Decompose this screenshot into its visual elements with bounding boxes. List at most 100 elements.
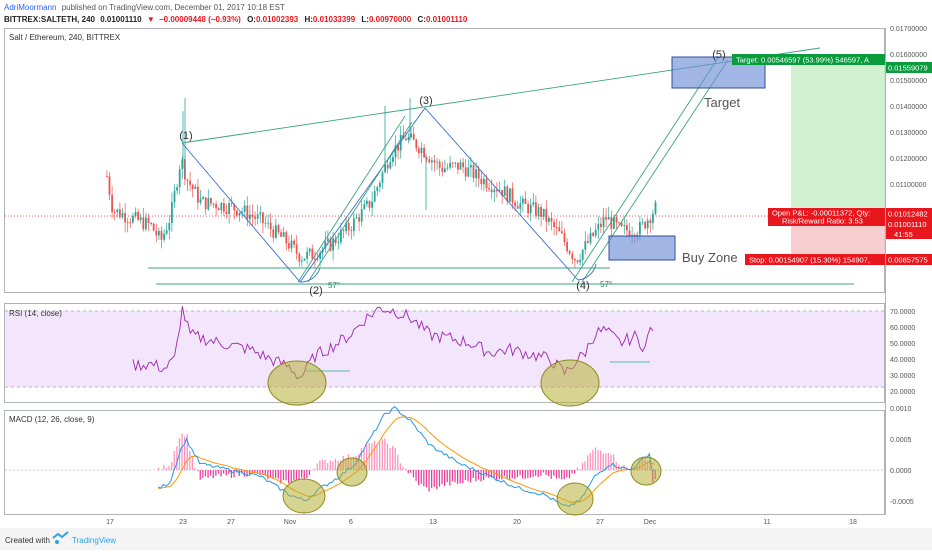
author-link[interactable]: AdriMoormann bbox=[4, 3, 56, 12]
macd-histogram-bar bbox=[330, 460, 331, 470]
candle-body bbox=[514, 203, 516, 207]
candle-body bbox=[639, 222, 641, 235]
macd-histogram-bar bbox=[452, 470, 453, 481]
down-arrow-icon: ▼ bbox=[147, 15, 155, 24]
macd-histogram-bar bbox=[410, 470, 411, 473]
candle-body bbox=[449, 163, 451, 168]
rsi-tick-label: 70.0000 bbox=[890, 309, 915, 316]
macd-histogram-bar bbox=[595, 447, 596, 470]
macd-histogram-bar bbox=[387, 444, 388, 471]
time-tick-label: 27 bbox=[596, 519, 604, 526]
candle-body bbox=[421, 148, 423, 153]
macd-histogram-bar bbox=[556, 470, 557, 479]
candle-body bbox=[410, 134, 412, 137]
candle-body bbox=[582, 250, 584, 260]
open-value: 0.01002393 bbox=[256, 15, 299, 24]
macd-histogram-bar bbox=[457, 470, 458, 484]
candle-body bbox=[207, 198, 209, 209]
macd-histogram-bar bbox=[551, 470, 552, 479]
macd-histogram-bar bbox=[545, 470, 546, 475]
candle-body bbox=[590, 233, 592, 243]
macd-histogram-bar bbox=[566, 470, 567, 477]
candle-body bbox=[392, 157, 394, 162]
macd-histogram-bar bbox=[506, 470, 507, 479]
macd-histogram-bar bbox=[220, 470, 221, 476]
macd-histogram-bar bbox=[504, 470, 505, 476]
rsi-tick-label: 30.0000 bbox=[890, 373, 915, 380]
candle-body bbox=[623, 225, 625, 226]
price-pane-title: Salt / Ethereum, 240, BITTREX bbox=[9, 33, 121, 42]
candle-body bbox=[512, 188, 514, 202]
time-tick-label: 13 bbox=[429, 519, 437, 526]
macd-histogram-bar bbox=[200, 470, 201, 480]
macd-histogram-bar bbox=[535, 470, 536, 476]
macd-histogram-bar bbox=[376, 444, 377, 470]
candle-body bbox=[343, 230, 345, 231]
macd-histogram-bar bbox=[192, 457, 193, 470]
last-price: 0.01001110 bbox=[100, 15, 142, 24]
candle-body bbox=[106, 176, 108, 177]
macd-histogram-bar bbox=[168, 466, 169, 470]
candle-body bbox=[356, 217, 358, 218]
price-change: −0.00009448 (−0.93%) bbox=[159, 15, 241, 24]
target-label: Target bbox=[704, 95, 741, 110]
price-tick-label: 0.01500000 bbox=[890, 78, 927, 85]
macd-histogram-bar bbox=[395, 448, 396, 470]
header: AdriMoormann published on TradingView.co… bbox=[4, 3, 468, 24]
macd-histogram-bar bbox=[431, 470, 432, 488]
wave-label: (5) bbox=[712, 49, 725, 61]
macd-histogram-bar bbox=[413, 470, 414, 477]
buy-zone-box[interactable] bbox=[609, 236, 675, 260]
macd-histogram-bar bbox=[293, 470, 294, 480]
candle-body bbox=[111, 195, 113, 212]
target-price-tag: 0.01559079 bbox=[888, 64, 928, 73]
candle-body bbox=[408, 137, 410, 140]
candle-body bbox=[603, 217, 605, 227]
macd-histogram-bar bbox=[163, 465, 164, 470]
buy-zone-label: Buy Zone bbox=[682, 250, 738, 265]
candle-body bbox=[535, 202, 537, 215]
candle-body bbox=[265, 223, 267, 224]
candle-body bbox=[366, 201, 368, 204]
candle-body bbox=[444, 168, 446, 172]
candle-body bbox=[278, 225, 280, 232]
macd-histogram-bar bbox=[327, 463, 328, 470]
stop-price-tag: 0.00857575 bbox=[888, 256, 928, 265]
candle-body bbox=[259, 212, 261, 214]
macd-histogram-bar bbox=[400, 463, 401, 470]
wave-label: (4) bbox=[576, 280, 589, 292]
candle-body bbox=[129, 222, 131, 223]
angle-label-1: 57° bbox=[328, 281, 340, 290]
macd-histogram-bar bbox=[278, 470, 279, 479]
macd-histogram-bar bbox=[267, 470, 268, 479]
brand-label[interactable]: TradingView bbox=[72, 536, 116, 545]
macd-histogram-bar bbox=[392, 446, 393, 470]
price-tick-label: 0.01100000 bbox=[890, 182, 927, 189]
macd-histogram-bar bbox=[298, 470, 299, 480]
macd-pane[interactable] bbox=[5, 411, 885, 515]
price-tick-label: 0.01600000 bbox=[890, 52, 927, 59]
macd-histogram-bar bbox=[587, 455, 588, 470]
candle-body bbox=[306, 252, 308, 259]
candle-body bbox=[350, 230, 352, 231]
macd-histogram-bar bbox=[444, 470, 445, 486]
candle-body bbox=[137, 212, 139, 220]
macd-histogram-bar bbox=[181, 434, 182, 471]
candle-body bbox=[605, 217, 607, 219]
macd-histogram-bar bbox=[480, 470, 481, 482]
candle-body bbox=[538, 207, 540, 216]
macd-histogram-bar bbox=[447, 470, 448, 482]
candle-body bbox=[447, 168, 449, 169]
candle-body bbox=[556, 227, 558, 228]
candle-body bbox=[283, 232, 285, 237]
candle-body bbox=[387, 165, 389, 169]
candle-body bbox=[358, 217, 360, 221]
candle-body bbox=[291, 241, 293, 249]
candle-body bbox=[519, 203, 521, 208]
candle-body bbox=[262, 212, 264, 223]
close-value: 0.01001110 bbox=[426, 15, 468, 24]
macd-histogram-bar bbox=[449, 470, 450, 486]
low-value: 0.00970000 bbox=[369, 15, 412, 24]
candle-body bbox=[517, 206, 519, 208]
candle-body bbox=[171, 202, 173, 223]
